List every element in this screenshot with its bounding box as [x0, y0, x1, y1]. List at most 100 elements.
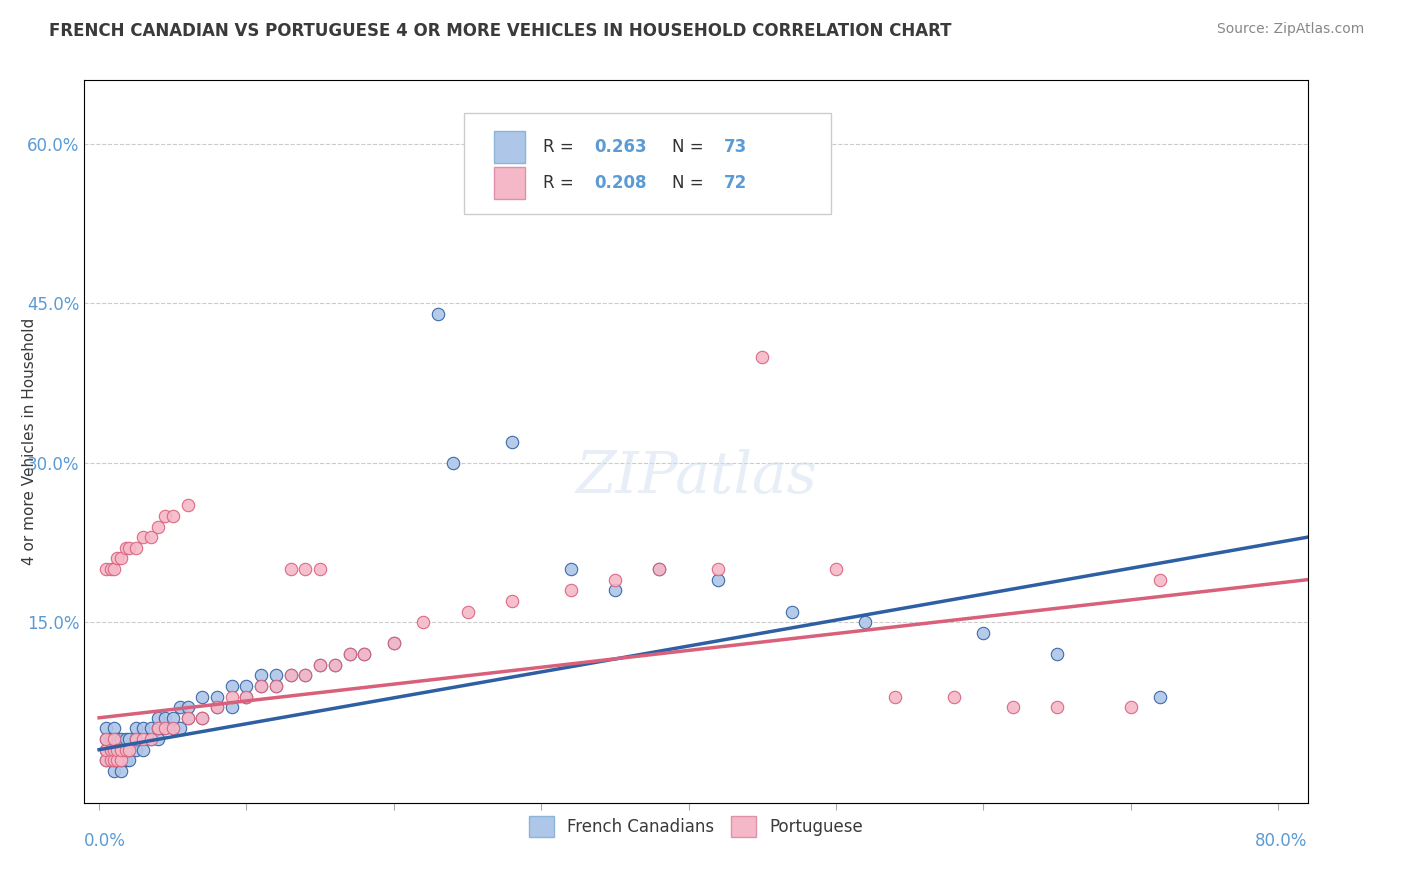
Point — [264, 679, 287, 693]
Point — [125, 722, 148, 736]
Point — [176, 711, 198, 725]
Point — [169, 722, 191, 736]
Point — [100, 753, 122, 767]
Point — [176, 711, 198, 725]
FancyBboxPatch shape — [464, 112, 831, 214]
Point — [96, 722, 118, 736]
Point — [117, 541, 139, 555]
Point — [114, 742, 136, 756]
Point — [105, 753, 128, 767]
Point — [110, 551, 132, 566]
Point — [250, 679, 273, 693]
Point — [114, 753, 136, 767]
Point — [412, 615, 434, 630]
Point — [457, 605, 479, 619]
Point — [221, 690, 243, 704]
Point — [1119, 700, 1142, 714]
Point — [235, 679, 257, 693]
Point — [100, 742, 122, 756]
Point — [155, 722, 177, 736]
Point — [139, 732, 162, 747]
FancyBboxPatch shape — [494, 131, 524, 163]
Point — [117, 742, 139, 756]
Point — [155, 711, 177, 725]
Point — [96, 742, 118, 756]
Point — [250, 668, 273, 682]
Point — [235, 690, 257, 704]
Point — [105, 742, 128, 756]
Point — [884, 690, 907, 704]
Point — [132, 530, 155, 544]
Point — [264, 679, 287, 693]
Point — [100, 742, 122, 756]
Point — [294, 668, 316, 682]
Point — [353, 647, 375, 661]
Point — [110, 764, 132, 778]
Point — [294, 668, 316, 682]
Point — [146, 722, 169, 736]
Legend: French Canadians, Portuguese: French Canadians, Portuguese — [520, 808, 872, 845]
Point — [603, 583, 626, 598]
Point — [146, 722, 169, 736]
Point — [501, 594, 523, 608]
Point — [1001, 700, 1024, 714]
Point — [264, 668, 287, 682]
Point — [205, 690, 228, 704]
Point — [191, 690, 214, 704]
Point — [280, 562, 302, 576]
Text: R =: R = — [543, 174, 579, 192]
Point — [751, 350, 773, 364]
Point — [294, 562, 316, 576]
Point — [191, 711, 214, 725]
Point — [560, 583, 582, 598]
Text: 0.208: 0.208 — [595, 174, 647, 192]
Point — [309, 562, 332, 576]
Point — [139, 722, 162, 736]
Point — [117, 753, 139, 767]
Text: N =: N = — [672, 174, 709, 192]
Point — [176, 498, 198, 512]
Point — [382, 636, 405, 650]
Point — [339, 647, 361, 661]
Point — [110, 742, 132, 756]
Point — [169, 700, 191, 714]
Point — [825, 562, 848, 576]
Point — [100, 732, 122, 747]
Text: R =: R = — [543, 137, 579, 156]
Point — [155, 722, 177, 736]
Point — [96, 562, 118, 576]
Point — [221, 700, 243, 714]
Point — [441, 456, 464, 470]
Point — [205, 700, 228, 714]
Point — [280, 668, 302, 682]
FancyBboxPatch shape — [494, 167, 524, 200]
Point — [1046, 700, 1069, 714]
Point — [323, 657, 346, 672]
Point — [309, 657, 332, 672]
Point — [105, 732, 128, 747]
Point — [105, 753, 128, 767]
Point — [972, 625, 994, 640]
Point — [114, 541, 136, 555]
Point — [117, 742, 139, 756]
Point — [146, 519, 169, 533]
Text: 0.263: 0.263 — [595, 137, 647, 156]
Point — [103, 742, 125, 756]
Point — [96, 742, 118, 756]
Point — [103, 722, 125, 736]
Point — [96, 732, 118, 747]
Point — [146, 711, 169, 725]
Point — [176, 700, 198, 714]
Text: 4 or more Vehicles in Household: 4 or more Vehicles in Household — [22, 318, 37, 566]
Point — [114, 742, 136, 756]
Point — [855, 615, 877, 630]
Point — [780, 605, 803, 619]
Point — [132, 732, 155, 747]
Point — [603, 573, 626, 587]
Point — [103, 753, 125, 767]
Point — [132, 722, 155, 736]
Point — [648, 562, 671, 576]
Point — [103, 562, 125, 576]
Point — [105, 742, 128, 756]
Point — [280, 668, 302, 682]
